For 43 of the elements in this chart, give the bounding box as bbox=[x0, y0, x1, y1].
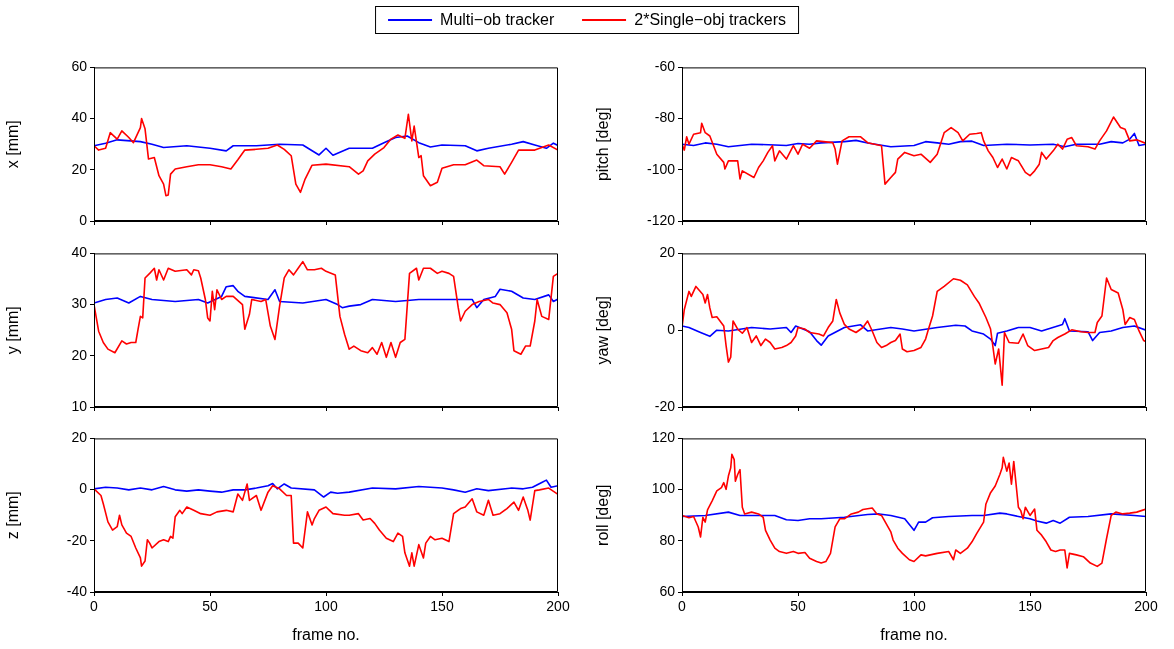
y-tick-label: 10 bbox=[71, 397, 88, 414]
y-tick-label: -60 bbox=[654, 58, 676, 75]
y-tick-label: 20 bbox=[71, 429, 88, 446]
x-tick-label: 200 bbox=[1134, 598, 1158, 615]
x-tick-label: 100 bbox=[902, 598, 926, 615]
y-tick-label: 0 bbox=[667, 321, 676, 338]
x-tick-label: 150 bbox=[430, 598, 454, 615]
y-tick-label: -20 bbox=[66, 531, 88, 548]
y-tick-label: 40 bbox=[71, 244, 88, 261]
y-axis-title: x [mm] bbox=[4, 120, 22, 169]
y-tick-label: 20 bbox=[659, 244, 676, 261]
y-tick-label: 40 bbox=[71, 109, 88, 126]
y-axis-title: yaw [deg] bbox=[594, 295, 612, 365]
x-tick-label: 0 bbox=[90, 598, 99, 615]
y-axis-title: roll [deg] bbox=[594, 484, 612, 546]
y-tick-label: -120 bbox=[646, 211, 676, 228]
x-tick-label: 100 bbox=[314, 598, 338, 615]
legend-label: Multi−ob tracker bbox=[440, 11, 555, 29]
y-tick-label: 30 bbox=[71, 295, 88, 312]
y-tick-label: 60 bbox=[659, 582, 676, 599]
y-tick-label: -100 bbox=[646, 160, 676, 177]
y-tick-label: 60 bbox=[71, 58, 88, 75]
x-tick-label: 200 bbox=[546, 598, 570, 615]
y-axis-title: z [mm] bbox=[4, 491, 22, 540]
x-tick-label: 50 bbox=[202, 598, 218, 615]
y-tick-label: 0 bbox=[79, 211, 88, 228]
y-tick-label: 20 bbox=[71, 160, 88, 177]
y-axis-title: y [mm] bbox=[4, 306, 22, 355]
y-axis-title: pitch [deg] bbox=[594, 107, 612, 182]
x-axis-title: frame no. bbox=[880, 625, 948, 643]
y-tick-label: 100 bbox=[651, 480, 676, 497]
y-tick-label: -80 bbox=[654, 109, 676, 126]
x-axis-title: frame no. bbox=[292, 625, 360, 643]
legend-label: 2*Single−obj trackers bbox=[634, 11, 786, 29]
y-tick-label: 120 bbox=[651, 429, 676, 446]
y-tick-label: 20 bbox=[71, 346, 88, 363]
y-tick-label: 80 bbox=[659, 531, 676, 548]
x-tick-label: 50 bbox=[790, 598, 806, 615]
x-tick-label: 150 bbox=[1018, 598, 1042, 615]
y-tick-label: 0 bbox=[79, 480, 88, 497]
y-tick-label: -20 bbox=[654, 397, 676, 414]
y-tick-label: -40 bbox=[66, 582, 88, 599]
x-tick-label: 0 bbox=[678, 598, 687, 615]
